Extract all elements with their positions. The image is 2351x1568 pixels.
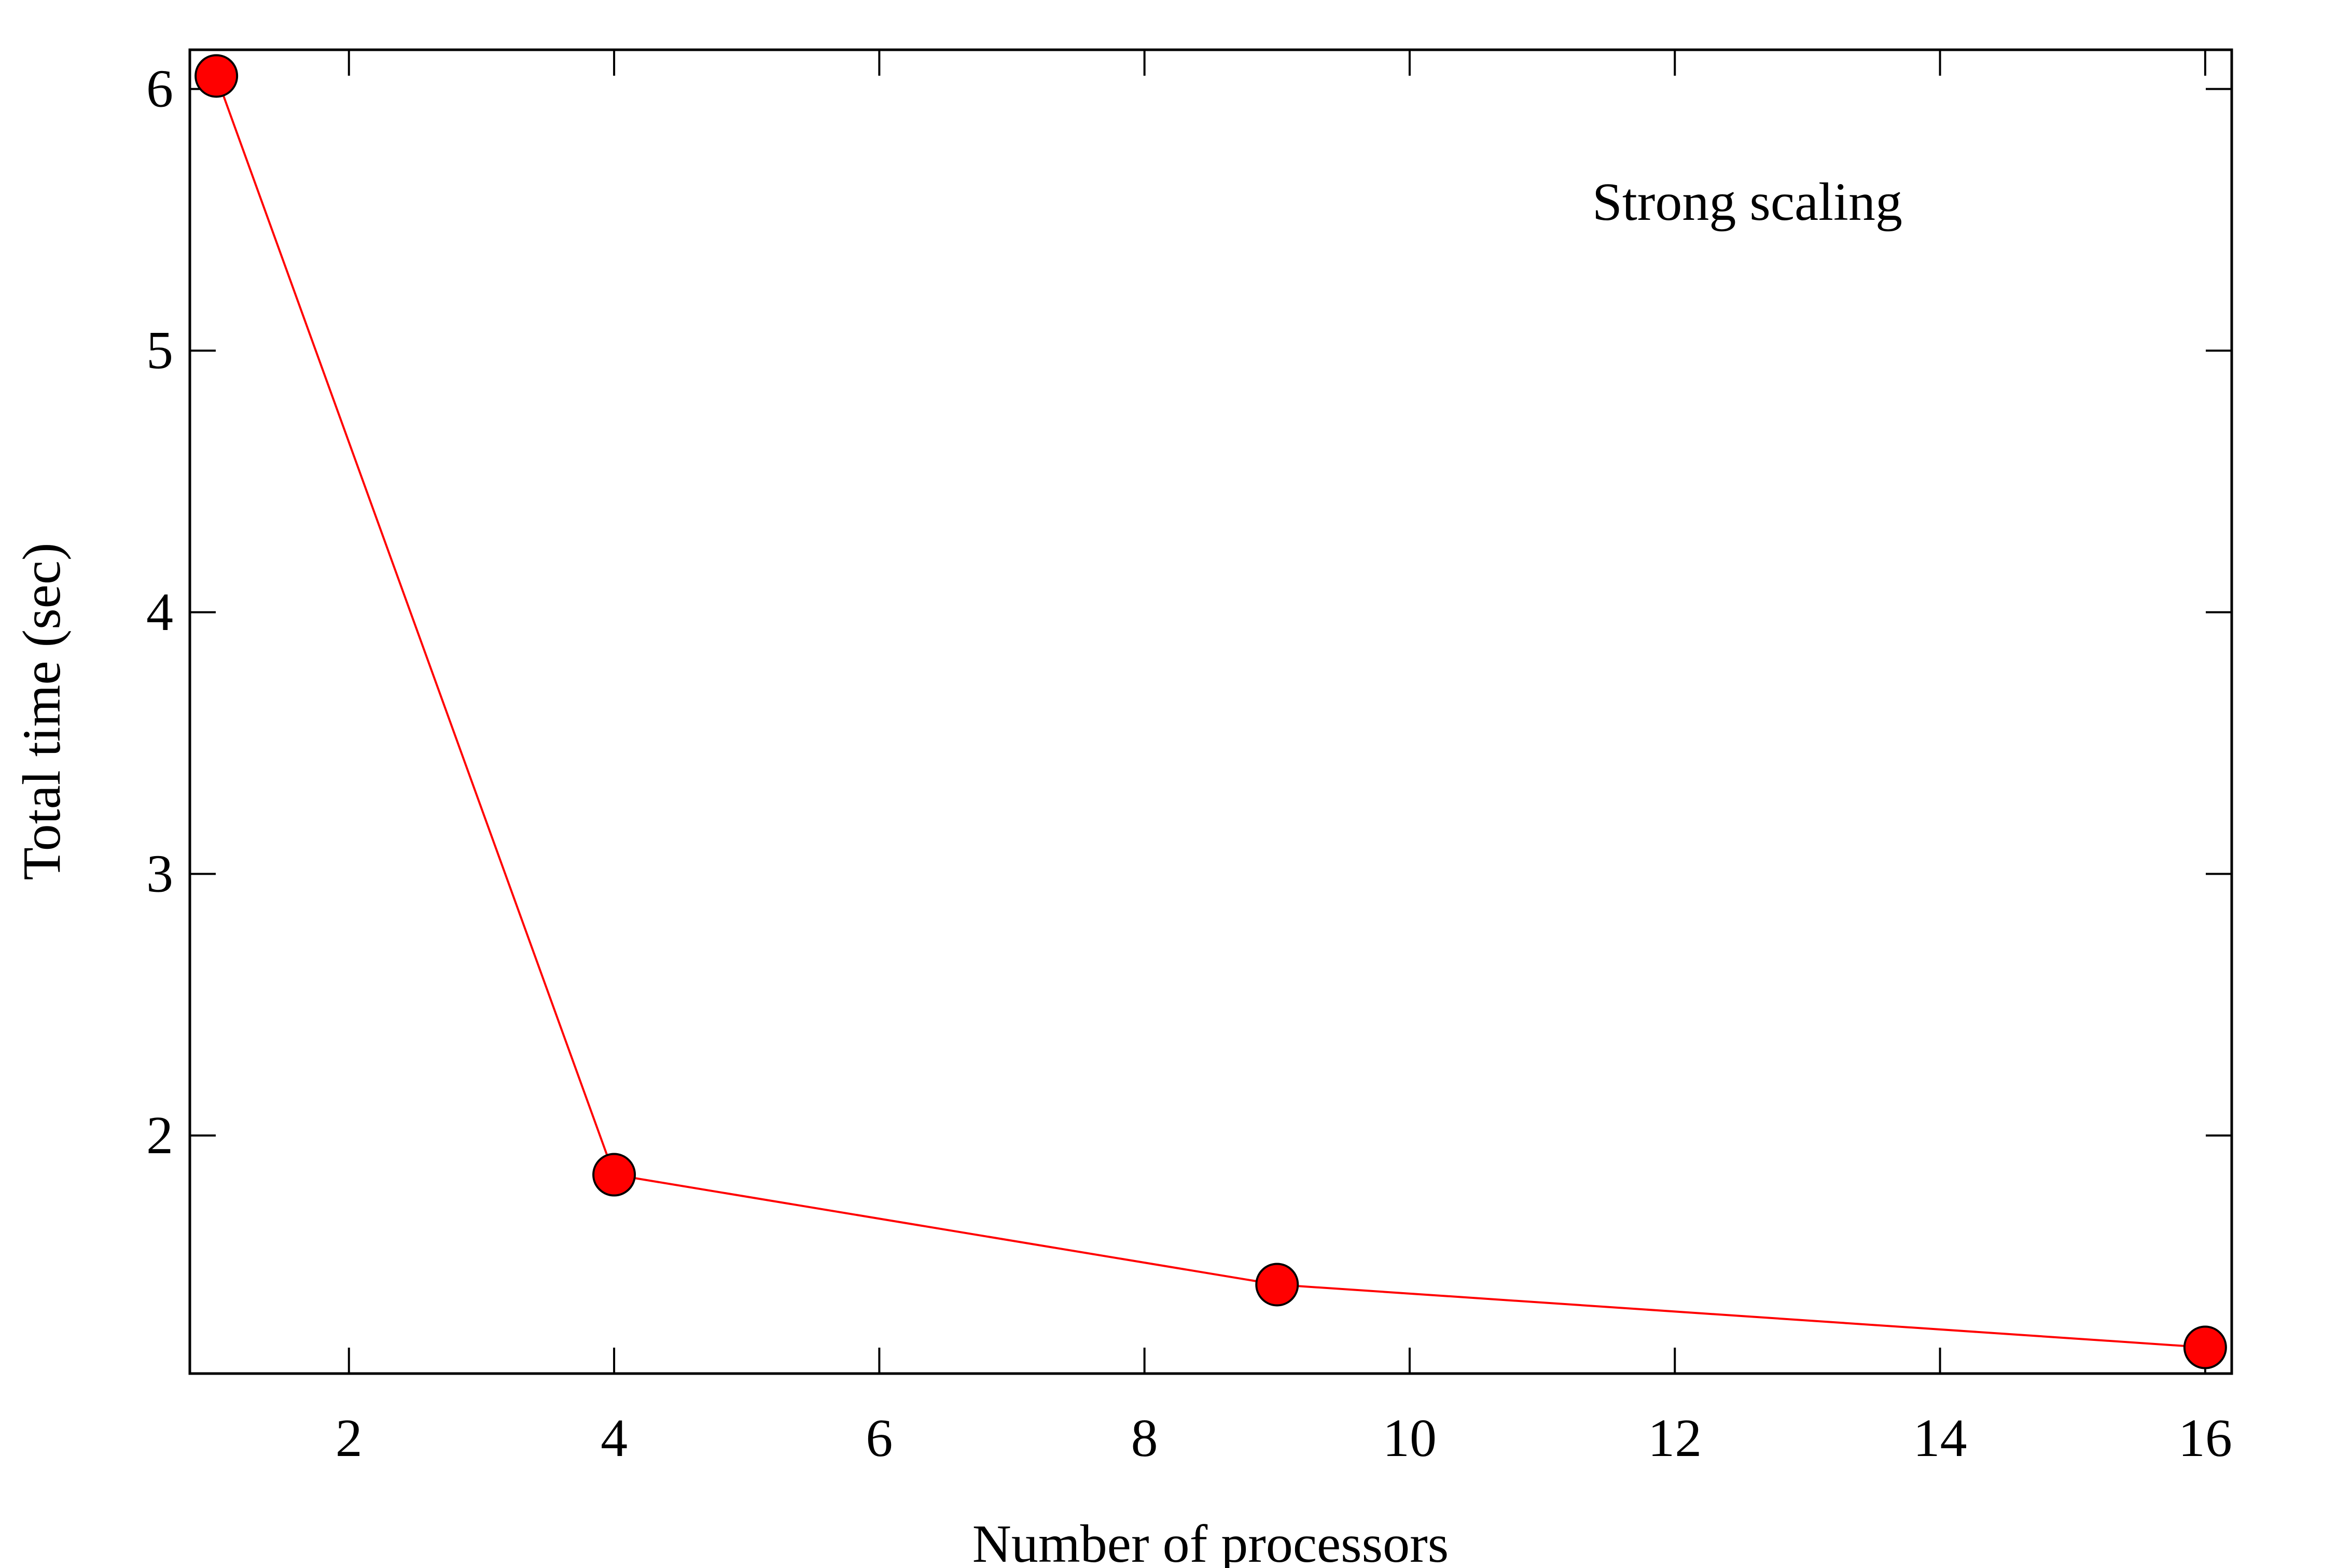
x-tick-label: 12 [1648,1408,1702,1468]
y-tick-label: 3 [146,844,173,903]
x-tick-label: 10 [1383,1408,1437,1468]
x-tick-label: 8 [1131,1408,1158,1468]
data-point [194,54,239,98]
y-tick-label: 4 [146,582,173,642]
axis-ticks [190,50,2232,1374]
series-line [215,75,2206,1349]
x-tick-labels: 2 4 6 8 10 12 14 16 [336,1408,2232,1468]
x-tick-label: 6 [866,1408,893,1468]
y-tick-label: 2 [146,1105,173,1165]
data-point [592,1153,636,1197]
annotation-label: Strong scaling [1592,172,1902,232]
y-tick-labels: 2 3 4 5 6 [146,59,173,1165]
data-point [2183,1325,2227,1369]
data-points [194,54,2227,1369]
plot-frame [188,48,2233,1375]
x-tick-label: 2 [336,1408,363,1468]
x-tick-label: 16 [2178,1408,2232,1468]
y-axis-title: Total time (sec) [12,542,72,880]
x-tick-label: 4 [601,1408,628,1468]
data-point [1255,1263,1299,1307]
x-axis-title: Number of processors [972,1514,1449,1568]
y-tick-label: 6 [146,59,173,119]
x-tick-label: 14 [1913,1408,1967,1468]
y-tick-label: 5 [146,320,173,380]
